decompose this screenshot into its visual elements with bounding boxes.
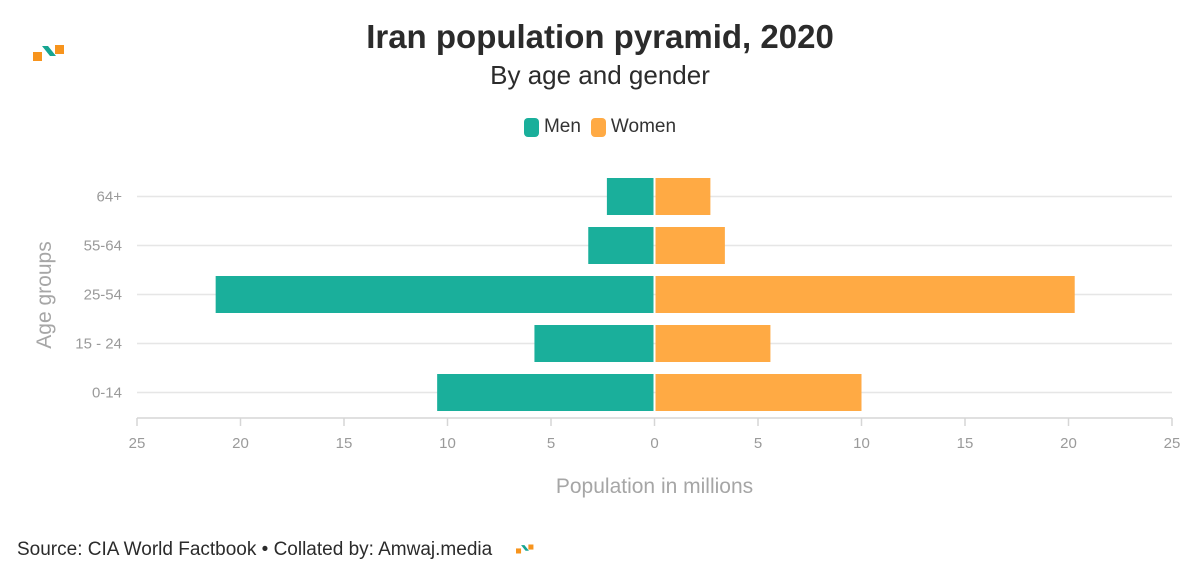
- chart-title: Iran population pyramid, 2020: [366, 18, 834, 55]
- bar-women-0: [655, 178, 711, 215]
- bar-women-3: [655, 325, 771, 362]
- bar-women-4: [655, 374, 862, 411]
- bar-women-1: [655, 227, 725, 264]
- bar-men-2: [215, 276, 654, 313]
- bar-men-3: [534, 325, 654, 362]
- x-tick-label-1: 20: [232, 435, 249, 452]
- x-tick-label-5: 0: [650, 435, 658, 452]
- x-tick-label-7: 10: [853, 435, 870, 452]
- bar-men-0: [606, 178, 654, 215]
- x-tick-label-6: 5: [754, 435, 762, 452]
- legend-label-men: Men: [543, 116, 581, 137]
- bar-men-4: [437, 374, 654, 411]
- y-tick-label-0: 64+: [97, 189, 123, 206]
- bar-women-2: [655, 276, 1075, 313]
- legend-label-women: Women: [610, 116, 677, 137]
- y-tick-label-1: 55-64: [84, 238, 122, 255]
- x-tick-label-3: 10: [439, 435, 456, 452]
- bar-men-1: [588, 227, 654, 264]
- y-axis-title: Age groups: [33, 241, 56, 348]
- x-tick-label-0: 25: [129, 435, 146, 452]
- chart-legend: Men Women: [0, 116, 1200, 138]
- x-tick-label-9: 20: [1060, 435, 1077, 452]
- x-tick-label-2: 15: [336, 435, 353, 452]
- y-tick-label-2: 25-54: [84, 287, 122, 304]
- amwaj-logo-icon: [33, 45, 64, 61]
- legend-item-men[interactable]: Men: [523, 116, 581, 138]
- legend-item-women[interactable]: Women: [590, 116, 677, 138]
- source-footnote: Source: CIA World Factbook • Collated by…: [17, 539, 493, 560]
- x-tick-label-4: 5: [547, 435, 555, 452]
- chart-subtitle: By age and gender: [490, 60, 710, 90]
- y-tick-label-3: 15 - 24: [75, 336, 122, 353]
- x-tick-label-8: 15: [957, 435, 974, 452]
- legend-swatch-women: [590, 117, 606, 137]
- legend-swatch-men: [523, 117, 539, 137]
- x-tick-label-10: 25: [1164, 435, 1181, 452]
- amwaj-footer-logo-icon: [516, 544, 534, 554]
- x-axis-title: Population in millions: [556, 475, 753, 498]
- y-tick-label-4: 0-14: [92, 385, 122, 402]
